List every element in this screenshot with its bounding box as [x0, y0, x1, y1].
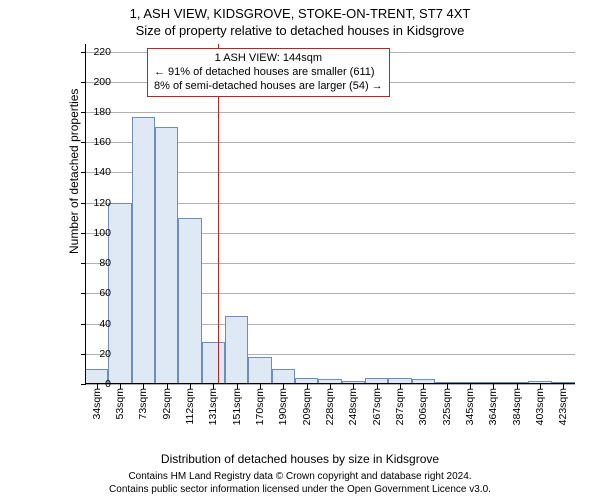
x-tick-label: 228sqm [324, 388, 336, 425]
histogram-bar [272, 369, 295, 384]
annotation-line-b: 8% of semi-detached houses are larger (5… [154, 80, 383, 94]
x-tick-label: 306sqm [417, 388, 429, 425]
x-tick-mark [260, 384, 261, 389]
x-tick-mark [213, 384, 214, 389]
y-tick-mark [81, 324, 86, 325]
x-tick-label: 170sqm [254, 388, 266, 425]
x-tick-label: 190sqm [277, 388, 289, 425]
x-tick-label: 151sqm [231, 388, 243, 425]
x-tick-mark [470, 384, 471, 389]
histogram-bar [178, 218, 201, 384]
x-tick-mark [517, 384, 518, 389]
y-tick-mark [81, 52, 86, 53]
x-tick-label: 248sqm [347, 388, 359, 425]
x-tick-label: 92sqm [161, 388, 173, 420]
y-tick-mark [81, 293, 86, 294]
x-tick-mark [97, 384, 98, 389]
x-tick-mark [400, 384, 401, 389]
y-tick-mark [81, 112, 86, 113]
x-tick-label: 209sqm [301, 388, 313, 425]
y-tick-mark [81, 263, 86, 264]
x-tick-label: 364sqm [487, 388, 499, 425]
x-tick-mark [353, 384, 354, 389]
x-tick-label: 34sqm [91, 388, 103, 420]
y-tick-mark [81, 82, 86, 83]
y-tick-label: 20 [71, 348, 111, 360]
x-tick-mark [190, 384, 191, 389]
x-tick-label: 73sqm [137, 388, 149, 420]
x-tick-label: 403sqm [534, 388, 546, 425]
x-tick-mark [330, 384, 331, 389]
y-axis [85, 44, 86, 384]
x-tick-label: 131sqm [207, 388, 219, 425]
page-title-line2: Size of property relative to detached ho… [0, 23, 600, 38]
x-tick-label: 384sqm [511, 388, 523, 425]
footer-line2: Contains public sector information licen… [0, 484, 600, 497]
y-axis-label: Number of detached properties [67, 89, 81, 254]
y-tick-label: 60 [71, 287, 111, 299]
x-tick-mark [237, 384, 238, 389]
x-tick-label: 345sqm [464, 388, 476, 425]
histogram-bar [155, 127, 178, 384]
annotation-line-a: ← 91% of detached houses are smaller (61… [154, 66, 383, 80]
y-tick-label: 80 [71, 257, 111, 269]
histogram-bar [248, 357, 271, 384]
annotation-box: 1 ASH VIEW: 144sqm ← 91% of detached hou… [147, 48, 390, 97]
x-tick-label: 287sqm [394, 388, 406, 425]
x-tick-mark [120, 384, 121, 389]
annotation-title: 1 ASH VIEW: 144sqm [154, 52, 383, 66]
x-tick-label: 423sqm [557, 388, 569, 425]
y-tick-label: 40 [71, 318, 111, 330]
page-title-line1: 1, ASH VIEW, KIDSGROVE, STOKE-ON-TRENT, … [0, 6, 600, 21]
histogram-bar [132, 117, 155, 384]
footer: Contains HM Land Registry data © Crown c… [0, 471, 600, 496]
x-tick-label: 325sqm [441, 388, 453, 425]
histogram-bar [202, 342, 225, 384]
x-tick-mark [167, 384, 168, 389]
x-tick-label: 53sqm [114, 388, 126, 420]
x-tick-mark [377, 384, 378, 389]
x-tick-mark [447, 384, 448, 389]
y-tick-label: 200 [71, 76, 111, 88]
x-tick-mark [423, 384, 424, 389]
x-tick-label: 112sqm [184, 388, 196, 425]
x-tick-label: 267sqm [371, 388, 383, 425]
histogram-bar [108, 203, 131, 384]
y-tick-mark [81, 172, 86, 173]
y-tick-mark [81, 384, 86, 385]
x-tick-mark [143, 384, 144, 389]
x-tick-mark [563, 384, 564, 389]
histogram-bar [225, 316, 248, 384]
histogram-chart: 1 ASH VIEW: 144sqm ← 91% of detached hou… [55, 44, 575, 426]
y-tick-mark [81, 142, 86, 143]
x-tick-mark [307, 384, 308, 389]
x-tick-mark [540, 384, 541, 389]
x-tick-mark [283, 384, 284, 389]
y-tick-mark [81, 233, 86, 234]
footer-line1: Contains HM Land Registry data © Crown c… [0, 471, 600, 484]
x-axis-label: Distribution of detached houses by size … [0, 452, 600, 466]
x-tick-mark [493, 384, 494, 389]
plot-area: 1 ASH VIEW: 144sqm ← 91% of detached hou… [85, 44, 575, 384]
y-tick-mark [81, 354, 86, 355]
y-tick-label: 220 [71, 46, 111, 58]
y-tick-mark [81, 203, 86, 204]
